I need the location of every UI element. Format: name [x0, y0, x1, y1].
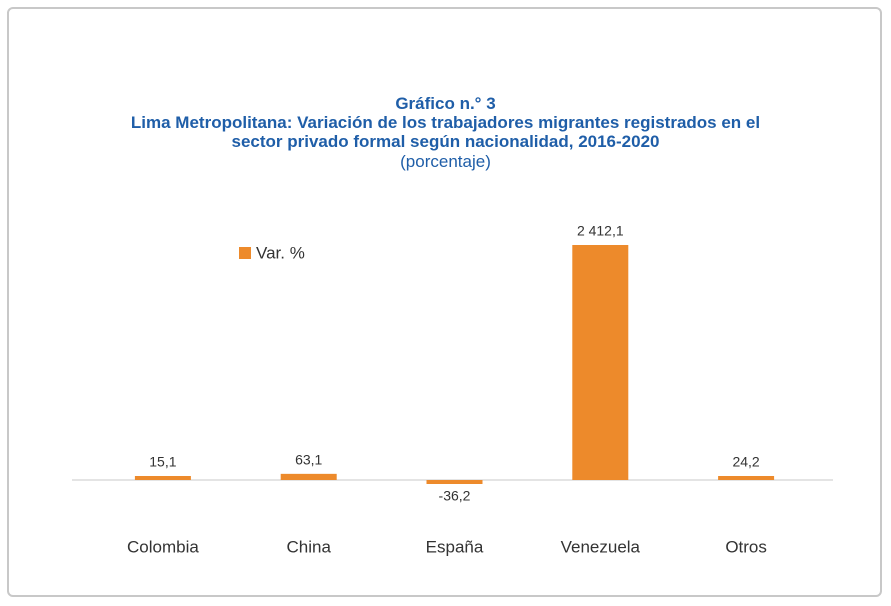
value-label: 24,2: [732, 454, 759, 470]
x-tick-label: España: [426, 537, 484, 556]
value-label: -36,2: [439, 488, 471, 504]
value-label: 63,1: [295, 452, 322, 468]
bar: [280, 473, 337, 480]
bar: [572, 245, 629, 480]
x-tick-label: Otros: [725, 537, 767, 556]
bar: [718, 476, 775, 480]
value-label: 15,1: [149, 454, 176, 470]
x-tick-label: Venezuela: [561, 537, 641, 556]
bar: [426, 480, 483, 484]
value-label: 2 412,1: [577, 223, 624, 239]
unit-label: (porcentaje): [400, 152, 491, 171]
chart-subtitle: Lima Metropolitana: Variación de los tra…: [130, 113, 761, 151]
x-tick-label: China: [286, 537, 331, 556]
bar: [134, 476, 191, 480]
legend-swatch: [239, 247, 251, 259]
card: [7, 7, 882, 597]
x-tick-label: Colombia: [127, 537, 199, 556]
legend-label: Var. %: [256, 243, 305, 262]
chart-title: Gráfico n.° 3: [395, 94, 496, 113]
